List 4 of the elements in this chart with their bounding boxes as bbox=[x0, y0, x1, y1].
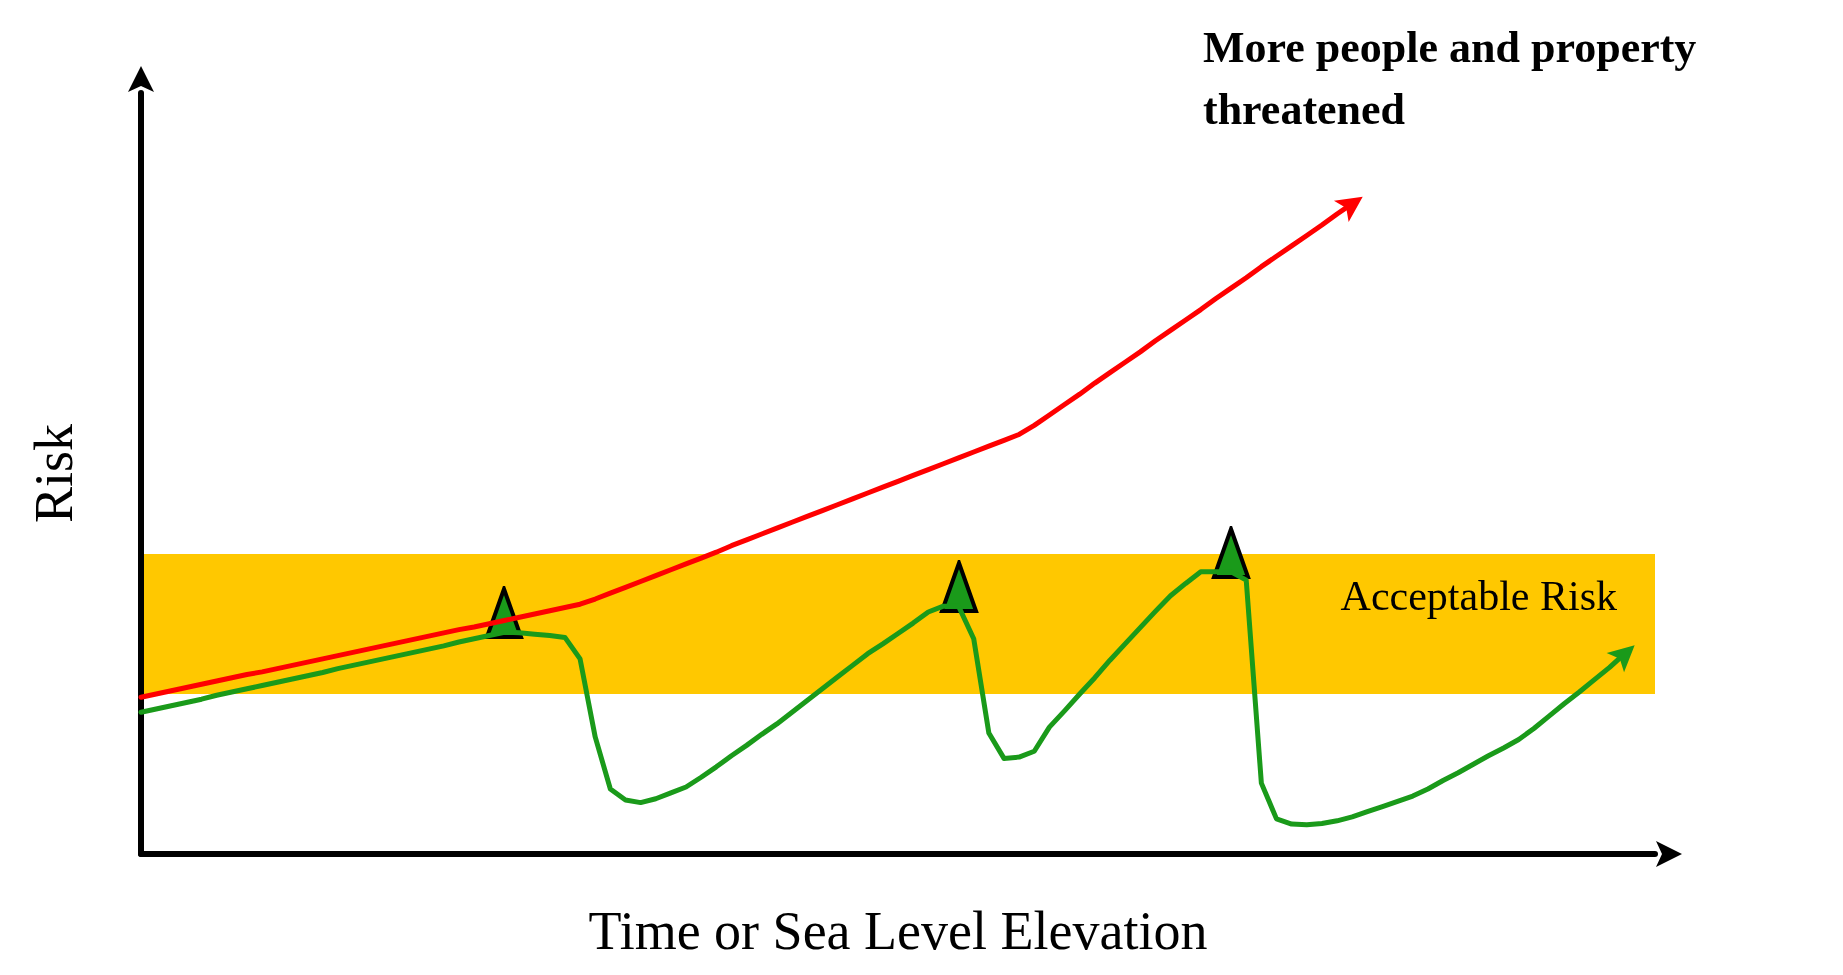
text: More people and property threatened bbox=[1203, 22, 1708, 134]
x-axis-title: Time or Sea Level Elevation bbox=[588, 901, 1208, 961]
y-axis-title: Risk bbox=[24, 423, 84, 524]
band-label: Acceptable Risk bbox=[1340, 571, 1617, 620]
